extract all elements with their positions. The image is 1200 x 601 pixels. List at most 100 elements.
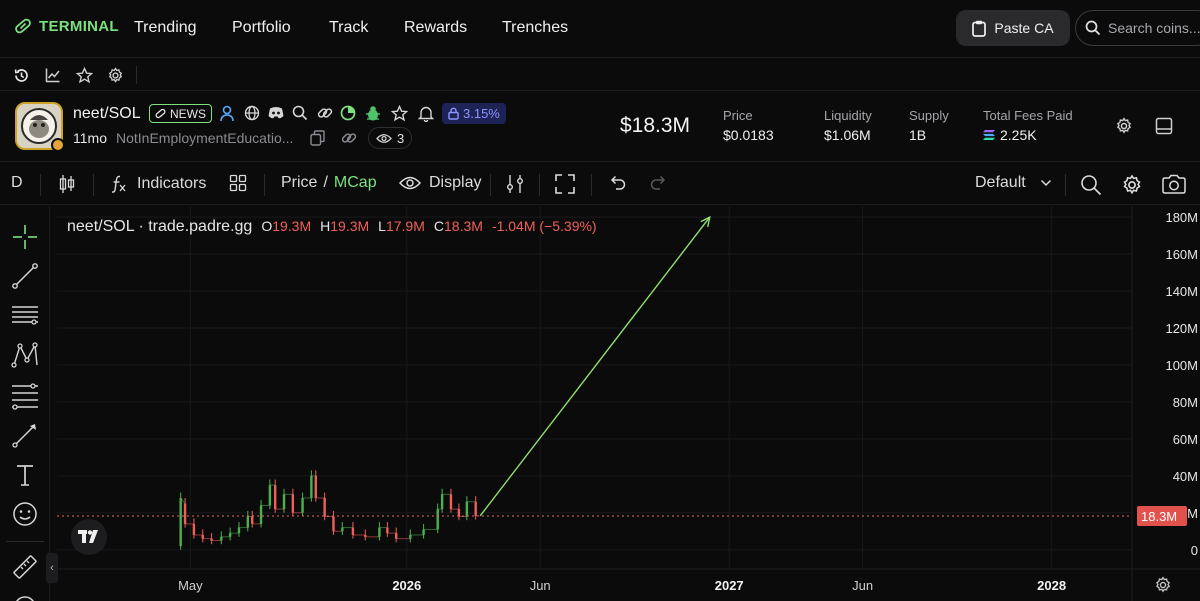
y-tick-label: 180M xyxy=(1165,210,1198,225)
star-icon[interactable] xyxy=(391,105,408,122)
gear-icon[interactable] xyxy=(107,67,124,84)
lock-percent-value: 3.15% xyxy=(463,106,500,121)
templates-button[interactable] xyxy=(229,174,247,192)
ruler-icon[interactable] xyxy=(11,553,39,581)
candle xyxy=(251,516,254,524)
history-icon[interactable] xyxy=(13,67,30,84)
globe-icon[interactable] xyxy=(244,105,260,121)
nav-track[interactable]: Track xyxy=(329,19,369,36)
candle xyxy=(246,516,249,528)
brand[interactable]: TERMINAL xyxy=(14,17,119,35)
price-mcap-toggle[interactable]: Price / MCap xyxy=(281,174,377,192)
divider xyxy=(264,174,265,196)
undo-button[interactable] xyxy=(608,174,626,190)
horizontal-lines-icon[interactable] xyxy=(11,301,39,329)
star-icon[interactable] xyxy=(76,67,93,84)
mcap-toggle-label[interactable]: MCap xyxy=(333,174,377,191)
legend-close: 18.3M xyxy=(444,218,483,234)
candle xyxy=(440,494,444,510)
stat-supply: Supply 1B xyxy=(909,108,949,143)
search-icon xyxy=(1085,20,1101,36)
candle xyxy=(394,533,398,539)
stat-label: Liquidity xyxy=(824,108,872,123)
paste-ca-label: Paste CA xyxy=(994,20,1054,36)
emoji-icon[interactable] xyxy=(11,500,39,528)
text-tool-icon[interactable] xyxy=(11,461,39,489)
lock-percent-badge[interactable]: 3.15% xyxy=(442,103,506,124)
y-tick-label: 0 xyxy=(1191,543,1198,558)
gear-icon xyxy=(1121,174,1143,196)
last-price-text: 18.3M xyxy=(1141,509,1177,524)
link-icon[interactable] xyxy=(341,130,357,146)
chevron-down-icon xyxy=(1040,179,1052,187)
price-chart[interactable]: 020M40M60M80M100M120M140M160M180M May202… xyxy=(57,206,1200,601)
search-box[interactable] xyxy=(1075,10,1200,46)
search-icon[interactable] xyxy=(292,105,308,121)
trend-line-icon[interactable] xyxy=(11,262,39,290)
bell-icon[interactable] xyxy=(418,105,434,122)
nav-trending[interactable]: Trending xyxy=(134,19,197,36)
display-label: Display xyxy=(429,174,482,191)
paste-ca-button[interactable]: Paste CA xyxy=(956,10,1070,46)
y-axis: 020M40M60M80M100M120M140M160M180M xyxy=(1165,210,1198,558)
candle xyxy=(201,534,204,539)
function-icon xyxy=(109,174,129,194)
stat-value: $1.06M xyxy=(824,127,872,143)
settings-sliders-button[interactable] xyxy=(505,174,525,194)
discord-icon[interactable] xyxy=(267,105,285,121)
legend-high: 19.3M xyxy=(330,218,370,234)
link-icon[interactable] xyxy=(317,105,333,121)
stat-label: Supply xyxy=(909,108,949,123)
x-tick-label: 2026 xyxy=(392,578,421,593)
brush-icon[interactable] xyxy=(11,421,39,449)
candle xyxy=(323,498,326,517)
nav-trenches[interactable]: Trenches xyxy=(502,19,569,36)
candles-button[interactable] xyxy=(58,174,76,194)
screenshot-button[interactable] xyxy=(1161,174,1187,194)
chart-grid xyxy=(57,206,1200,601)
price-toggle-label[interactable]: Price xyxy=(281,174,318,191)
layout-dropdown[interactable]: Default xyxy=(975,174,1052,192)
candle xyxy=(436,509,439,530)
gear-icon[interactable] xyxy=(1115,117,1133,135)
legend-open-key: O xyxy=(261,218,273,234)
legend-high-key: H xyxy=(320,218,331,234)
watchers-badge[interactable]: 3 xyxy=(368,127,413,149)
fullscreen-icon xyxy=(555,174,575,194)
search-input[interactable] xyxy=(1108,20,1200,36)
x-tick-label: May xyxy=(178,578,203,593)
fullscreen-button[interactable] xyxy=(555,174,575,194)
token-header: neet/SOL NEWS 3.15% 11mo NotInEmployment… xyxy=(0,92,1200,162)
collapse-toolbar-button[interactable]: ‹ xyxy=(46,553,58,583)
pie-chart-icon[interactable] xyxy=(340,105,356,121)
bug-icon[interactable] xyxy=(365,105,381,122)
gear-icon[interactable] xyxy=(1154,576,1172,594)
crosshair-icon[interactable] xyxy=(11,223,39,251)
chart-settings-button[interactable] xyxy=(1121,174,1143,196)
nav-rewards[interactable]: Rewards xyxy=(404,19,468,36)
redo-button[interactable] xyxy=(650,174,668,190)
divider xyxy=(1065,174,1066,196)
undo-icon xyxy=(608,174,626,190)
stat-value: 2.25K xyxy=(983,127,1073,143)
tradingview-logo[interactable] xyxy=(71,519,107,555)
indicators-button[interactable]: Indicators xyxy=(109,174,206,194)
pill-icon xyxy=(155,108,166,119)
candle xyxy=(228,533,232,537)
y-tick-label: 40M xyxy=(1173,469,1198,484)
person-icon[interactable] xyxy=(220,105,234,122)
panel-icon[interactable] xyxy=(1155,117,1173,135)
nav-portfolio[interactable]: Portfolio xyxy=(232,19,291,36)
interval-button[interactable]: D xyxy=(11,174,23,191)
y-tick-label: 160M xyxy=(1165,247,1198,262)
fib-icon[interactable] xyxy=(11,382,39,410)
pattern-icon[interactable] xyxy=(11,341,39,369)
magnet-icon[interactable] xyxy=(11,593,39,601)
display-button[interactable]: Display xyxy=(399,174,481,192)
pill-icon xyxy=(14,17,32,35)
chart-trend-icon[interactable] xyxy=(45,67,61,83)
copy-icon[interactable] xyxy=(310,130,325,146)
chart-search-button[interactable] xyxy=(1080,174,1102,196)
top-nav: TERMINAL Trending Portfolio Track Reward… xyxy=(0,0,1200,58)
news-badge[interactable]: NEWS xyxy=(149,104,212,123)
